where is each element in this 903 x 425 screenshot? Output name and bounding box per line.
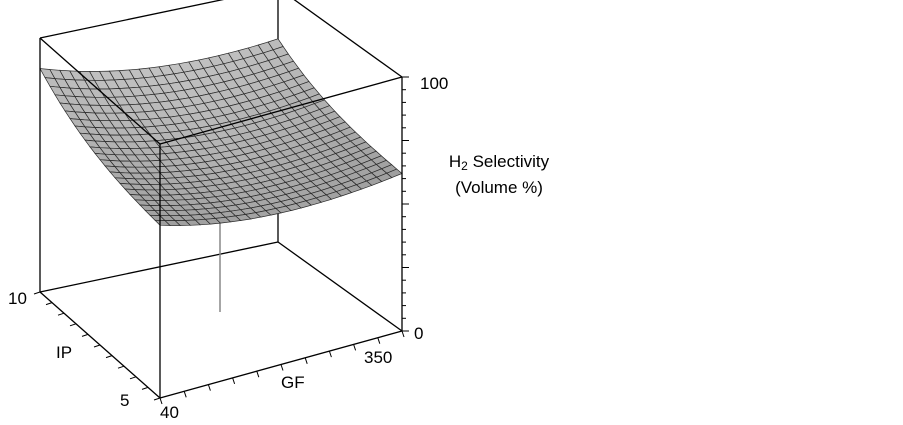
- box-front-edges: [39, 37, 403, 399]
- box-edge-floor-back: [39, 241, 279, 293]
- z-tick-mark: [33, 291, 41, 295]
- z-tick-mark: [105, 355, 113, 359]
- x-tick-mark: [304, 357, 308, 364]
- y-axis-label: H2 Selectivity (Volume %): [404, 151, 594, 199]
- x-tick-mark: [256, 371, 260, 378]
- z-tick-5: 5: [120, 391, 129, 410]
- x-tick-mark: [232, 377, 236, 385]
- y-label-unit: (Volume %): [455, 178, 543, 197]
- x-tick-350: 350: [364, 348, 392, 367]
- x-tick-mark: [401, 330, 405, 338]
- response-surface: [39, 38, 403, 226]
- y-label-main: H: [448, 152, 462, 171]
- box-edge-floor-right: [277, 241, 403, 332]
- x-tick-mark: [328, 350, 332, 358]
- z-tick-mark: [153, 397, 161, 401]
- x-axis-label: GF: [281, 373, 305, 392]
- z-tick-mark: [69, 323, 77, 327]
- x-tick-mark: [377, 337, 381, 344]
- z-tick-mark: [93, 344, 101, 348]
- y-tick-0: 0: [414, 324, 423, 343]
- x-tick-mark: [353, 344, 357, 351]
- y-label-rest: Selectivity: [467, 152, 550, 171]
- x-tick-mark: [280, 364, 284, 371]
- z-tick-mark: [81, 333, 89, 337]
- z-axis-label: IP: [56, 343, 72, 362]
- z-tick-mark: [117, 365, 125, 369]
- surface-cell: [386, 168, 403, 179]
- z-tick-mark: [129, 376, 137, 380]
- x-tick-40: 40: [160, 403, 179, 422]
- box-edge-top-back: [39, 0, 225, 39]
- axis-ticks: [33, 76, 409, 405]
- z-tick-mark: [141, 386, 149, 390]
- z-tick-mark: [57, 312, 65, 316]
- box-edge-top-left: [39, 37, 161, 145]
- x-tick-mark: [183, 391, 187, 398]
- box-edge-top-right: [293, 0, 403, 78]
- x-tick-mark: [207, 384, 211, 391]
- y-tick-100: 100: [420, 74, 448, 93]
- z-tick-mark: [45, 302, 53, 306]
- x-tick-mark: [159, 397, 163, 405]
- z-tick-10: 10: [8, 289, 27, 308]
- box-edge-top-front: [159, 76, 403, 145]
- y-label-sub: 2: [461, 159, 468, 173]
